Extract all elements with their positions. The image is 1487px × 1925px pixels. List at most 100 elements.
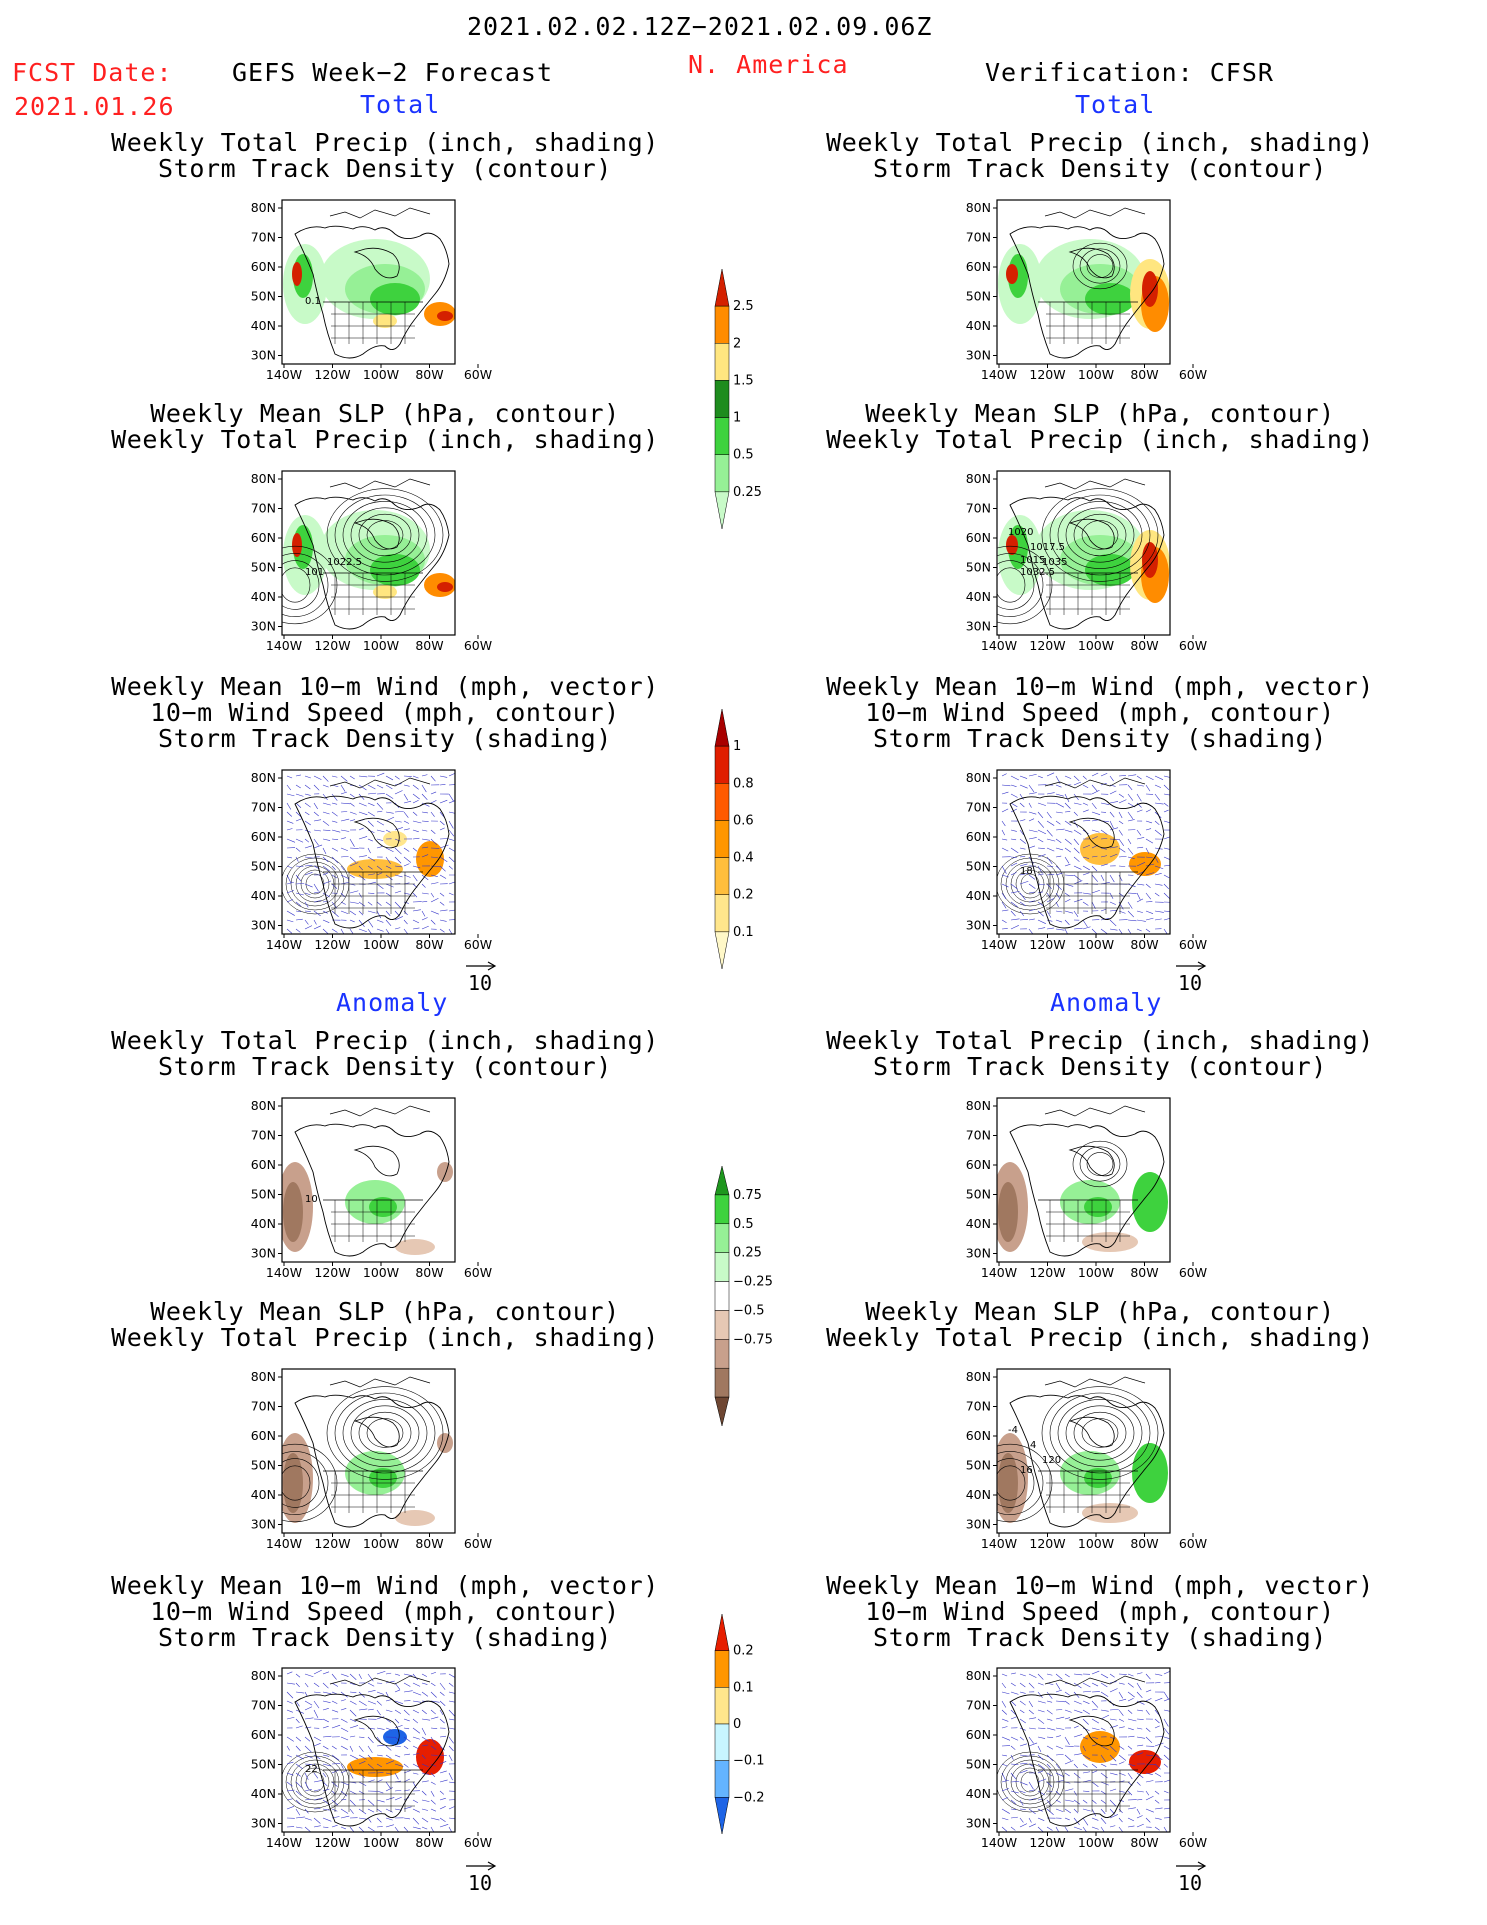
wind-vector: [1019, 847, 1026, 850]
wind-vector: [394, 1709, 402, 1714]
wind-vector: [1118, 865, 1126, 867]
wind-vector: [1073, 838, 1080, 846]
wind-vector: [448, 909, 455, 912]
wind-vector: [1055, 1753, 1064, 1756]
wind-vector: [322, 1808, 330, 1811]
section-total-right: Total: [1075, 90, 1156, 119]
wind-vector: [448, 829, 455, 837]
contour-line: [1073, 1411, 1127, 1455]
wind-vector: [1145, 1698, 1152, 1702]
wind-vector: [1154, 775, 1164, 780]
wind-vector: [322, 847, 327, 854]
wind-vector: [1010, 1790, 1019, 1794]
lat-label: 80N: [251, 471, 276, 486]
wind-vector: [340, 802, 350, 805]
wind-vector: [1001, 1709, 1008, 1715]
wind-vector: [439, 827, 445, 831]
wind-vector: [1154, 1742, 1164, 1747]
wind-vector: [1118, 775, 1126, 777]
wind-vector: [349, 1709, 357, 1717]
wind-vector: [1136, 846, 1144, 849]
wind-vector: [376, 784, 384, 789]
wind-vector: [304, 1691, 308, 1697]
wind-vector: [367, 792, 377, 795]
lat-label: 80N: [966, 770, 991, 785]
wind-vector: [286, 820, 294, 824]
arctic-islands: [329, 207, 431, 219]
wind-vector: [349, 811, 357, 815]
wind-vector: [403, 1727, 410, 1730]
wind-vector: [421, 910, 426, 917]
precip-shade: [1085, 283, 1135, 315]
wind-vector: [376, 810, 383, 813]
colorbar-segment: [714, 1339, 730, 1369]
lat-label: 50N: [966, 1757, 991, 1772]
wind-vector: [331, 883, 338, 889]
wind-vector: [1019, 1790, 1026, 1794]
wind-vector: [385, 1754, 392, 1759]
wind-vector: [1064, 802, 1071, 809]
wind-vector: [403, 784, 410, 787]
lon-label: 80W: [415, 1536, 443, 1549]
wind-vector: [1163, 1779, 1170, 1783]
wind-vector: [1082, 1736, 1088, 1740]
contour-line: [350, 1405, 420, 1461]
wind-vector: [1109, 1799, 1117, 1807]
wind-vector: [1019, 775, 1028, 779]
wind-vector: [367, 784, 376, 790]
wind-vector: [1154, 802, 1164, 805]
vector-ref-arrowhead: [487, 1861, 497, 1871]
wind-vector: [421, 1808, 429, 1811]
wind-vector: [1046, 1745, 1054, 1750]
lat-label: 50N: [251, 1187, 276, 1202]
wind-vector: [1046, 772, 1055, 777]
wind-vector: [1037, 1736, 1046, 1739]
map-frame: [996, 199, 1171, 365]
wind-vector: [1154, 865, 1164, 870]
wind-vector: [385, 1824, 394, 1828]
wind-vector: [286, 1798, 293, 1801]
arctic-islands: [1044, 1675, 1146, 1687]
lat-label: 70N: [251, 501, 276, 516]
wind-vector: [1046, 883, 1052, 890]
contour-line: [342, 1399, 428, 1467]
title-fcst-anom-wind-3: Storm Track Density (shading): [158, 1623, 612, 1652]
wind-vector: [421, 883, 426, 888]
wind-vector: [331, 1682, 339, 1687]
wind-vector: [349, 1682, 356, 1686]
title-verif-total-precip-1: Weekly Total Precip (inch, shading): [826, 128, 1374, 157]
wind-vector: [286, 775, 293, 779]
lon-label: 80W: [415, 1835, 443, 1848]
wind-vector: [1037, 847, 1045, 849]
colorbar-label: −0.25: [733, 1275, 773, 1290]
lat-label: 40N: [966, 318, 991, 333]
wind-vector: [286, 811, 293, 817]
hudson-bay: [1068, 1416, 1115, 1448]
wind-vector: [1163, 809, 1169, 813]
wind-vector: [385, 1781, 391, 1789]
wind-vector: [1010, 1745, 1016, 1750]
wind-vector: [367, 1745, 373, 1753]
contour-line: [300, 1767, 330, 1797]
vector-ref-fcst-total: 10: [466, 961, 497, 995]
wind-vector: [421, 925, 429, 930]
wind-vector: [1073, 1753, 1082, 1756]
wind-vector: [1091, 889, 1100, 894]
lon-label: 100W: [363, 367, 399, 380]
wind-vector: [412, 1781, 417, 1789]
wind-vector: [385, 775, 394, 781]
wind-vector: [349, 1673, 357, 1680]
colorbar-segment: [714, 1723, 730, 1761]
colorbar-label: 2.5: [733, 299, 754, 314]
precip-shade: [292, 533, 302, 557]
contour-line: [366, 520, 404, 550]
wind-vector: [1010, 1754, 1014, 1760]
wind-vector: [448, 1691, 455, 1694]
wind-vector: [394, 916, 403, 921]
wind-vector: [1082, 856, 1090, 859]
wind-vector: [421, 917, 428, 921]
